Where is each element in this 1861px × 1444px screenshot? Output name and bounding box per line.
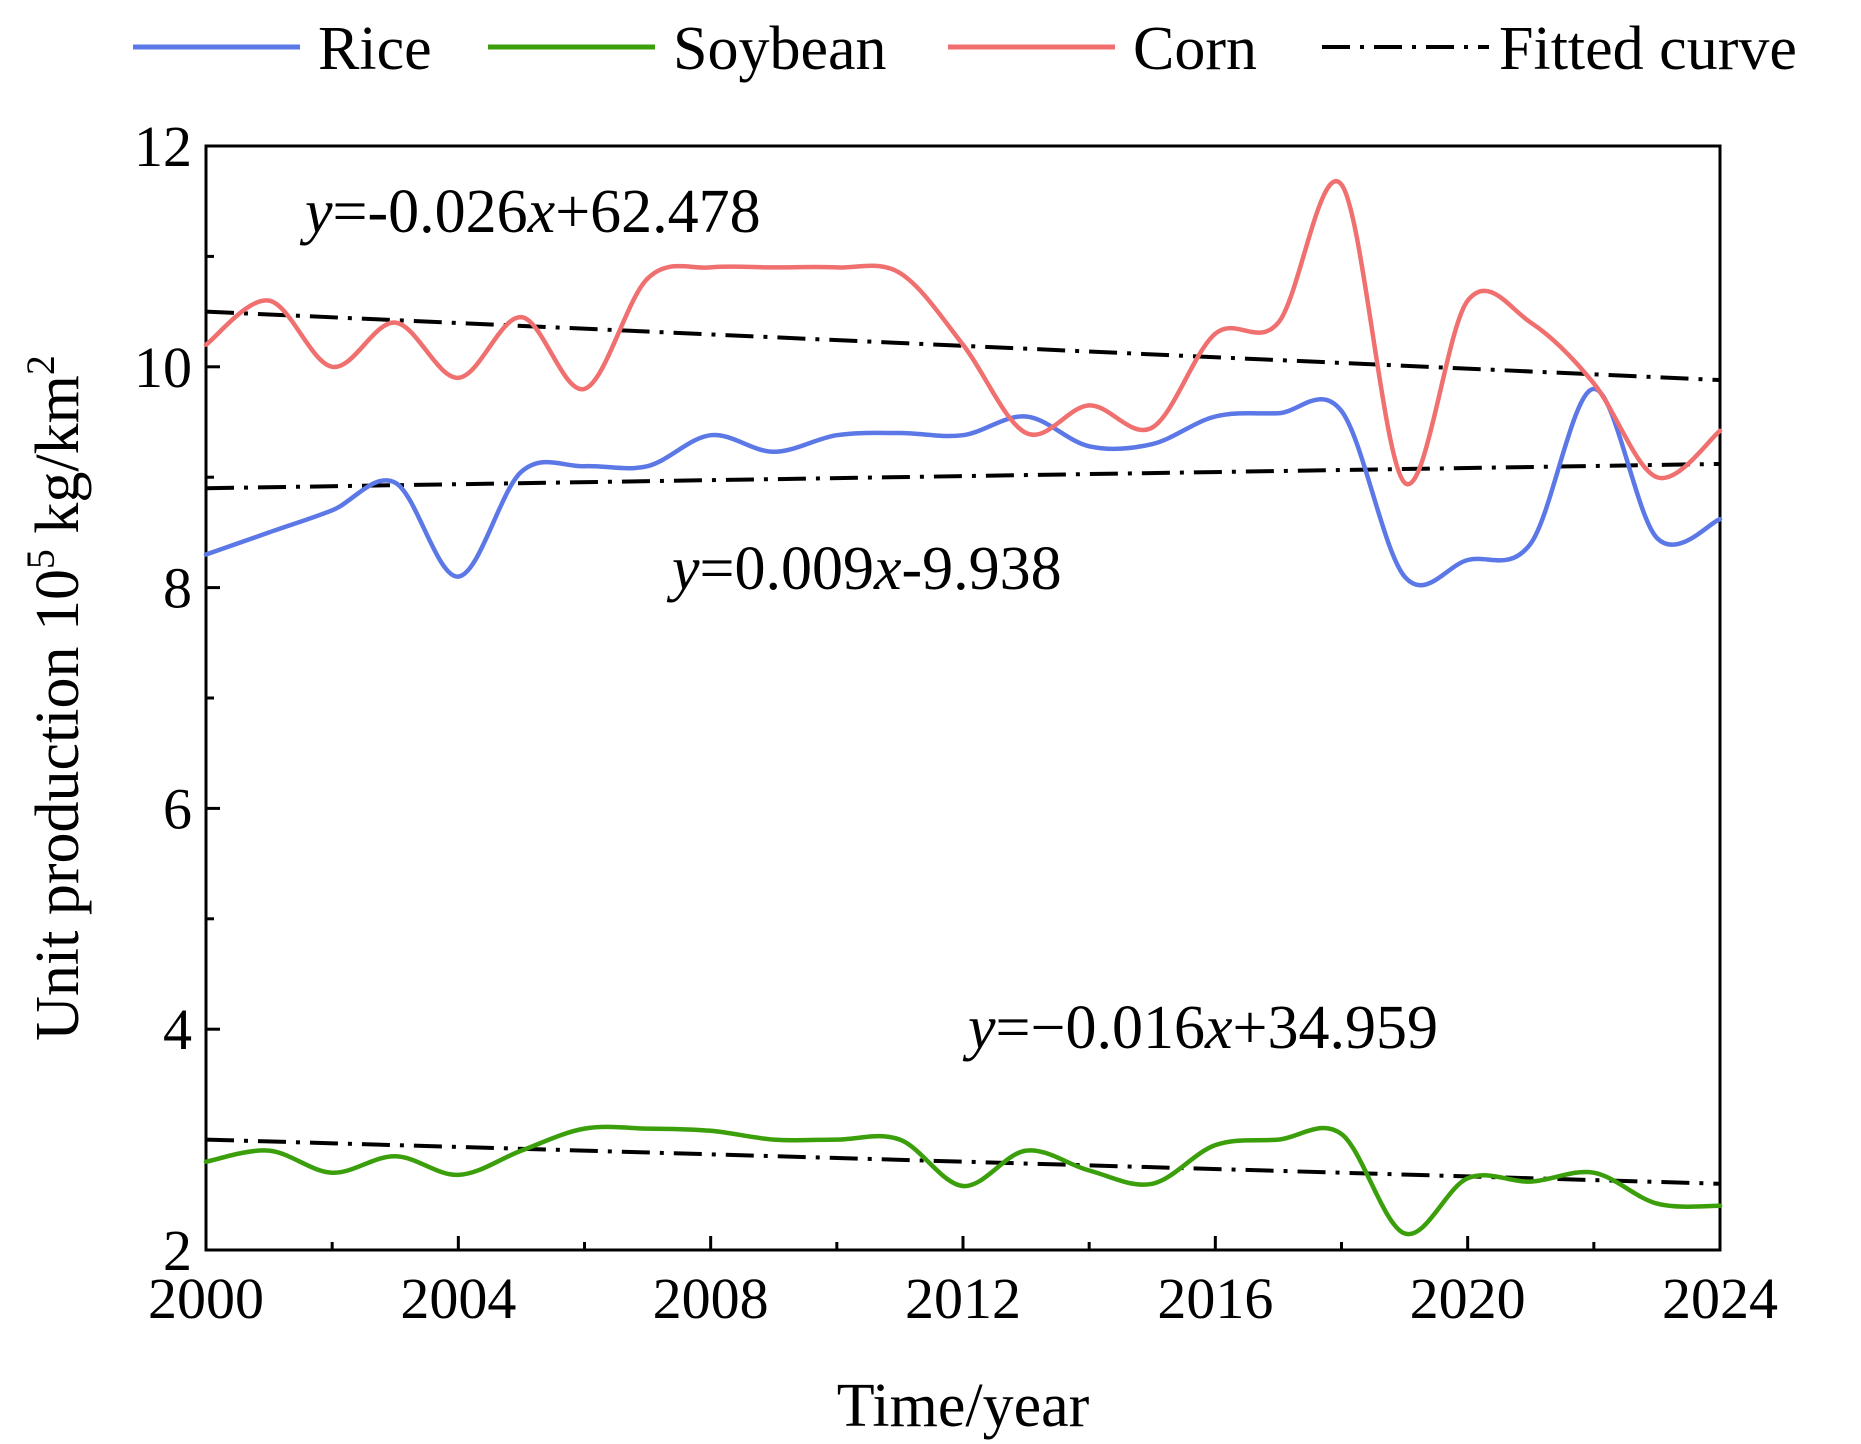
fitted-lines [205, 309, 1721, 1186]
equation-soybean: y=−0.016x+34.959 [962, 994, 1438, 1062]
fit-line-corn [205, 309, 1721, 383]
series-line-soybean [203, 1124, 1723, 1237]
x-tick-label: 2000 [148, 1266, 264, 1331]
series-line-corn [203, 179, 1723, 487]
y-axis-title: Unit production 105 kg/km2 [18, 355, 92, 1041]
plot-frame [204, 144, 1722, 1252]
x-tick-label: 2008 [653, 1266, 769, 1331]
y-tick-label: 6 [163, 776, 192, 841]
x-tick-label: 2016 [1157, 1266, 1273, 1331]
x-tick-label: 2012 [905, 1266, 1021, 1331]
legend-label-rice: Rice [318, 15, 432, 83]
x-tick-label: 2024 [1662, 1266, 1778, 1331]
legend-label-fitted: Fitted curve [1499, 15, 1797, 83]
equation-rice: y=0.009x-9.938 [666, 535, 1062, 603]
series-group [203, 179, 1723, 1237]
x-axis: 2000 2004 2008 2012 2016 2020 2024 [148, 1236, 1778, 1331]
y-tick-label: 4 [163, 997, 192, 1062]
x-tick-label: 2004 [400, 1266, 516, 1331]
fit-line-rice [205, 461, 1721, 491]
x-tick-label: 2020 [1410, 1266, 1526, 1331]
y-tick-label: 8 [163, 556, 192, 621]
x-axis-title: Time/year [837, 1372, 1090, 1440]
legend-label-corn: Corn [1133, 15, 1257, 83]
y-tick-label: 2 [163, 1218, 192, 1283]
y-tick-label: 10 [134, 335, 192, 400]
legend-label-soybean: Soybean [673, 15, 887, 83]
y-axis: 2 4 6 8 10 12 [134, 114, 220, 1283]
y-tick-label: 12 [134, 114, 192, 179]
legend: Rice Soybean Corn Fitted curve [133, 15, 1797, 83]
equation-corn: y=-0.026x+62.478 [299, 178, 761, 246]
series-line-rice [203, 386, 1723, 588]
